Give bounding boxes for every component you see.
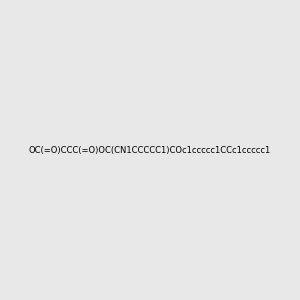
Text: OC(=O)CCC(=O)OC(CN1CCCCC1)COc1ccccc1CCc1ccccc1: OC(=O)CCC(=O)OC(CN1CCCCC1)COc1ccccc1CCc1…	[29, 146, 271, 154]
